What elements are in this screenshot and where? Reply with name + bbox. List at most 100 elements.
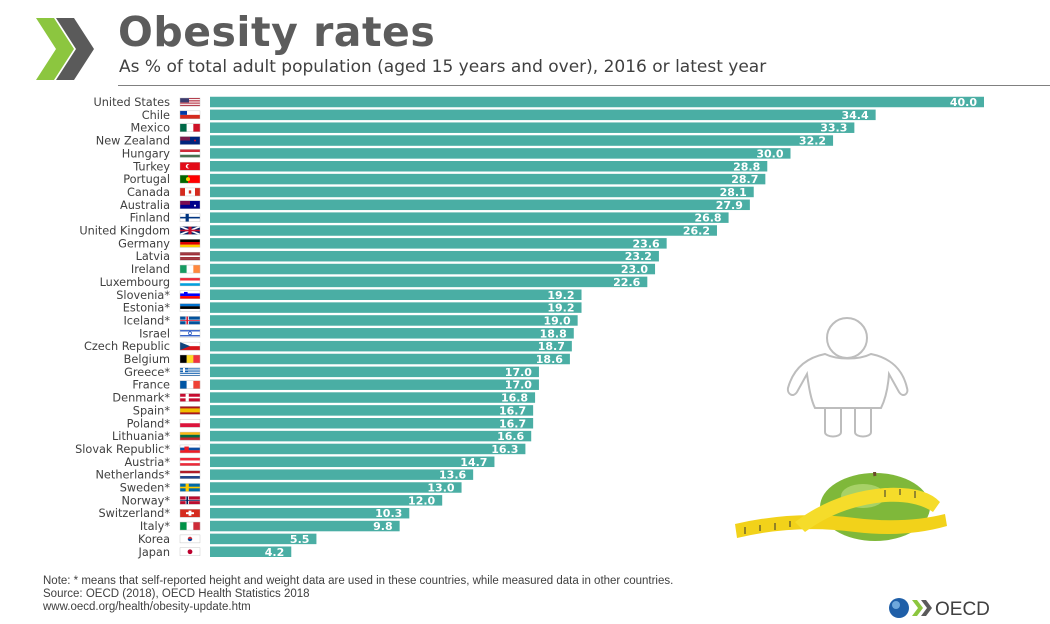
bar	[210, 276, 648, 288]
bar	[210, 315, 578, 326]
country-label: Denmark*	[112, 392, 170, 405]
oecd-logo: OECD	[889, 598, 990, 620]
country-label: Spain*	[133, 404, 171, 417]
finland-flag-icon	[179, 213, 201, 222]
country-label: Estonia*	[123, 302, 171, 315]
bar	[210, 392, 536, 403]
bar-value-label: 17.0	[505, 379, 532, 392]
country-label: Israel	[139, 327, 170, 340]
bar-value-label: 13.0	[427, 482, 454, 495]
switzerland-flag-icon	[179, 509, 201, 518]
footnote-note: Note: * means that self-reported height …	[43, 575, 674, 587]
country-label: Slovenia*	[116, 289, 170, 302]
bar	[210, 122, 855, 133]
country-label: Hungary	[122, 147, 171, 160]
estonia-flag-icon	[179, 303, 201, 312]
bar	[210, 495, 443, 506]
bar	[210, 186, 754, 198]
country-label: Mexico	[131, 122, 171, 135]
country-label: New Zealand	[96, 135, 170, 148]
bar	[210, 520, 400, 532]
country-label: Latvia	[136, 250, 170, 263]
bar-value-label: 18.6	[536, 353, 563, 366]
bar-value-label: 10.3	[375, 507, 402, 520]
bar-value-label: 26.2	[683, 225, 710, 238]
bar-value-label: 33.3	[820, 122, 847, 135]
country-label: Chile	[142, 109, 170, 122]
bar	[210, 482, 462, 493]
bar-value-label: 28.1	[720, 186, 747, 199]
bar-value-label: 16.7	[499, 404, 526, 417]
country-label: Turkey	[132, 160, 170, 173]
italy-flag-icon	[179, 521, 201, 531]
bar	[210, 443, 526, 455]
bar	[210, 340, 572, 352]
bar	[210, 379, 539, 390]
country-label: France	[132, 379, 170, 392]
bar	[210, 173, 766, 185]
bar	[210, 546, 292, 557]
obesity-bar-chart: United States 40.0 Chile 34.4 Mexico 33.3 New …	[75, 96, 984, 559]
bar	[210, 225, 717, 236]
bar	[210, 353, 570, 365]
country-label: Switzerland*	[98, 507, 170, 520]
country-label: Lithuania*	[112, 430, 170, 443]
country-label: Iceland*	[123, 314, 170, 327]
bar-value-label: 9.8	[373, 520, 393, 533]
bar-value-label: 23.0	[621, 263, 648, 276]
hungary-flag-icon	[179, 149, 201, 158]
australia-flag-icon	[179, 200, 201, 210]
country-label: Australia	[120, 199, 170, 212]
bar-value-label: 13.6	[439, 469, 466, 482]
korea-flag-icon	[179, 534, 201, 544]
bar	[210, 533, 317, 545]
bar-value-label: 19.0	[544, 314, 571, 327]
footnote-source: Source: OECD (2018), OECD Health Statist…	[43, 588, 310, 600]
bar	[210, 135, 834, 146]
bar-value-label: 5.5	[290, 533, 310, 546]
chevron-logo-icon	[36, 18, 94, 80]
poland-flag-icon	[179, 419, 201, 428]
bar	[210, 148, 791, 159]
bar-value-label: 32.2	[799, 135, 826, 148]
bar-value-label: 12.0	[408, 494, 435, 507]
bar-value-label: 16.6	[497, 430, 524, 443]
country-label: Germany	[118, 237, 170, 250]
page-title: Obesity rates	[118, 8, 436, 56]
japan-flag-icon	[179, 547, 201, 556]
bar	[210, 302, 582, 313]
country-label: Japan	[137, 546, 170, 559]
bar	[210, 199, 750, 211]
bar	[210, 238, 667, 249]
mexico-flag-icon	[179, 123, 201, 132]
denmark-flag-icon	[179, 393, 201, 402]
slovenia-flag-icon	[179, 290, 201, 299]
bar	[210, 405, 534, 416]
bar-value-label: 27.9	[716, 199, 743, 212]
bar-value-label: 30.0	[756, 147, 783, 160]
bar-value-label: 23.6	[633, 237, 660, 250]
bar-value-label: 16.8	[501, 392, 528, 405]
bar-value-label: 22.6	[613, 276, 640, 289]
bar-value-label: 14.7	[460, 456, 487, 469]
title-divider	[118, 85, 1050, 86]
bar-value-label: 18.7	[538, 340, 565, 353]
bar	[210, 430, 532, 442]
country-label: Belgium	[124, 353, 170, 366]
country-label: Greece*	[124, 366, 170, 379]
portugal-flag-icon	[179, 174, 201, 184]
bar	[210, 289, 582, 300]
footnote-url[interactable]: www.oecd.org/health/obesity-update.htm	[43, 601, 251, 613]
country-label: Norway*	[121, 494, 170, 507]
footnotes: Note: * means that self-reported height …	[43, 575, 673, 614]
france-flag-icon	[179, 380, 201, 389]
norway-flag-icon	[179, 496, 201, 505]
bar-value-label: 23.2	[625, 250, 652, 263]
netherlands-flag-icon	[179, 470, 201, 479]
bar-value-label: 16.3	[491, 443, 518, 456]
bar-value-label: 28.7	[731, 173, 758, 186]
ireland-flag-icon	[179, 264, 201, 274]
turkey-flag-icon	[179, 162, 201, 171]
bar-value-label: 40.0	[950, 96, 977, 109]
country-label: Poland*	[127, 417, 171, 430]
